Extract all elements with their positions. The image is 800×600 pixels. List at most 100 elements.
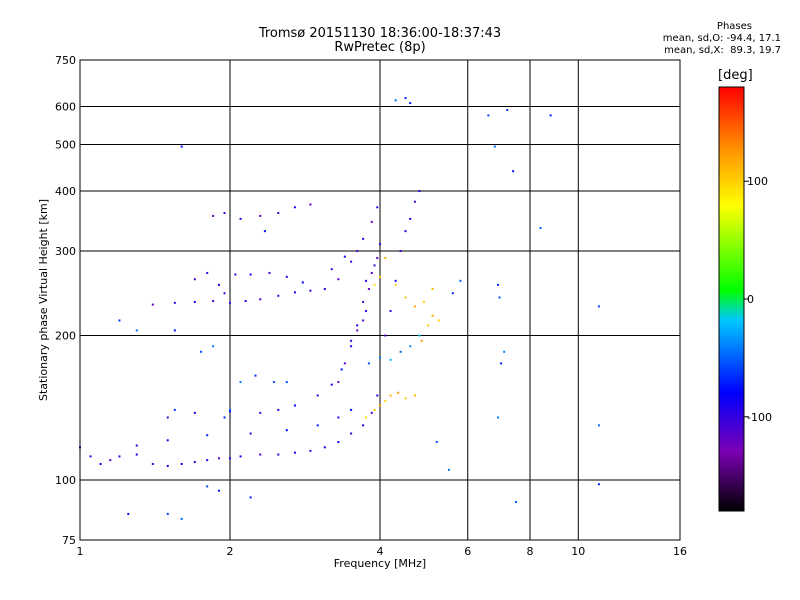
echo-point (272, 381, 275, 384)
echo-point (217, 283, 220, 286)
colorbar-tick-label: 0 (747, 293, 754, 306)
echo-point (118, 455, 121, 458)
echo-point (367, 362, 370, 365)
y-tick-label: 500 (55, 139, 76, 152)
echo-point (173, 408, 176, 411)
echo-point (356, 329, 359, 332)
echo-point (418, 334, 421, 337)
echo-point (418, 190, 421, 193)
echo-point (337, 381, 340, 384)
echo-point (259, 453, 262, 456)
echo-point (379, 356, 381, 359)
echo-point (373, 283, 376, 286)
echo-point (309, 203, 312, 206)
echo-point (89, 455, 92, 458)
y-tick-label: 600 (55, 101, 76, 114)
echo-point (389, 309, 392, 312)
echo-point (277, 212, 280, 215)
echo-point (498, 296, 501, 299)
echo-point (285, 429, 288, 432)
echo-point (373, 264, 376, 267)
echo-point (229, 301, 231, 304)
echo-point (379, 275, 381, 278)
x-tick-label: 2 (227, 545, 234, 558)
echo-point (330, 383, 333, 386)
echo-point (343, 362, 346, 365)
echo-point (404, 230, 407, 233)
echo-point (293, 206, 296, 209)
echo-point (285, 381, 288, 384)
echo-point (384, 257, 387, 260)
x-tick-label: 1 (77, 545, 84, 558)
echo-point (229, 408, 231, 411)
echo-point (337, 416, 340, 419)
echo-point (365, 416, 368, 419)
echo-point (597, 483, 600, 486)
echo-point (409, 102, 412, 105)
echo-point (487, 114, 490, 117)
echo-point (244, 300, 247, 303)
echo-point (506, 109, 509, 112)
echo-point (263, 230, 266, 233)
echo-point (212, 300, 215, 303)
echo-point (200, 350, 203, 353)
echo-point (379, 404, 381, 407)
echo-point (435, 441, 438, 444)
echo-point (350, 408, 353, 411)
echo-point (217, 457, 220, 460)
echo-point (350, 339, 353, 342)
echo-point (316, 394, 319, 397)
echo-point (496, 283, 499, 286)
echo-point (293, 451, 296, 454)
echo-point (376, 394, 379, 397)
echo-point (515, 500, 518, 503)
echo-point (212, 214, 215, 217)
echo-point (389, 358, 392, 361)
echo-point (229, 410, 231, 413)
y-tick-label: 200 (55, 330, 76, 343)
echo-point (323, 446, 326, 449)
echo-point (503, 350, 506, 353)
echo-point (422, 300, 425, 303)
echo-point (362, 319, 365, 322)
x-tick-label: 4 (377, 545, 384, 558)
echo-point (394, 283, 397, 286)
echo-point (549, 114, 552, 117)
x-tick-label: 6 (464, 545, 471, 558)
echo-point (409, 345, 412, 348)
echo-point (597, 424, 600, 427)
echo-point (337, 278, 340, 281)
stats-x: mean, sd,X: 89.3, 19.7 (664, 45, 781, 56)
echo-point (309, 289, 312, 292)
echo-point (431, 288, 434, 291)
echo-point (259, 298, 262, 301)
y-axis-label: Stationary phase Virtual Height [km] (37, 199, 50, 401)
chart-title: Tromsø 20151130 18:36:00-18:37:43 (258, 26, 502, 41)
echo-point (135, 329, 138, 332)
echo-point (370, 411, 373, 414)
echo-point (212, 345, 215, 348)
echo-point (223, 416, 226, 419)
echo-point (376, 206, 379, 209)
echo-point (379, 243, 381, 246)
echo-point (109, 459, 112, 462)
echo-point (539, 227, 542, 230)
echo-point (166, 439, 169, 442)
echo-point (437, 319, 440, 322)
echo-point (365, 279, 368, 282)
echo-point (404, 397, 407, 400)
echo-point (217, 489, 220, 492)
echo-point (376, 257, 379, 260)
echo-point (404, 296, 407, 299)
echo-point (249, 496, 252, 499)
echo-point (180, 145, 183, 148)
echo-point (118, 319, 121, 322)
echo-point (239, 217, 242, 220)
echo-point (367, 288, 370, 291)
echo-point (193, 461, 196, 464)
echo-point (447, 468, 450, 471)
echo-point (193, 411, 196, 414)
echo-point (206, 459, 209, 462)
echo-point (389, 394, 392, 397)
echo-point (180, 462, 183, 465)
